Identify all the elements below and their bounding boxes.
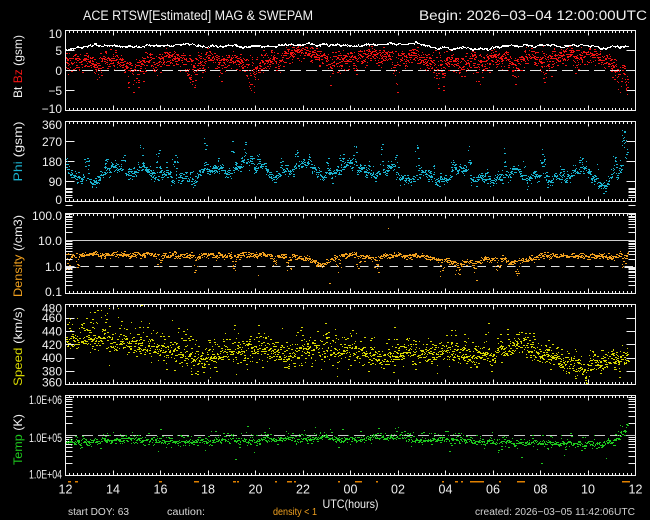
svg-text:start DOY: 63: start DOY: 63 xyxy=(68,507,129,518)
svg-text:1.0E+04: 1.0E+04 xyxy=(29,467,62,481)
svg-text:1.0: 1.0 xyxy=(45,260,62,274)
svg-text:caution:: caution: xyxy=(167,507,205,518)
svg-text:12: 12 xyxy=(629,483,643,497)
svg-text:02: 02 xyxy=(391,483,405,497)
svg-text:5: 5 xyxy=(55,44,62,58)
svg-text:20: 20 xyxy=(249,483,263,497)
svg-text:1.0E+06: 1.0E+06 xyxy=(29,393,62,407)
svg-text:04: 04 xyxy=(439,483,453,497)
svg-text:460: 460 xyxy=(42,311,62,325)
svg-text:18: 18 xyxy=(201,483,215,497)
svg-text:−5: −5 xyxy=(48,84,62,98)
svg-text:08: 08 xyxy=(534,483,548,497)
svg-text:380: 380 xyxy=(42,364,62,378)
svg-text:Speed (km/s): Speed (km/s) xyxy=(11,307,25,386)
svg-text:360: 360 xyxy=(42,118,62,132)
svg-text:440: 440 xyxy=(42,324,62,338)
svg-text:180: 180 xyxy=(42,155,62,169)
svg-text:Begin: 2026−03−04 12:00:00UTC: Begin: 2026−03−04 12:00:00UTC xyxy=(419,8,647,23)
svg-text:22: 22 xyxy=(296,483,310,497)
svg-text:density < 1: density < 1 xyxy=(273,507,317,518)
svg-text:10: 10 xyxy=(581,483,595,497)
svg-text:100.0: 100.0 xyxy=(32,209,62,223)
svg-text:Temp (K): Temp (K) xyxy=(11,414,25,465)
svg-text:90: 90 xyxy=(49,175,63,189)
svg-text:480: 480 xyxy=(42,301,62,315)
svg-text:0: 0 xyxy=(55,64,62,78)
svg-text:00: 00 xyxy=(344,483,358,497)
svg-text:10.0: 10.0 xyxy=(38,234,62,248)
svg-text:Bt Bz (gsm): Bt Bz (gsm) xyxy=(11,35,25,98)
svg-text:created: 2026−03−05 11:42:06UT: created: 2026−03−05 11:42:06UTC xyxy=(475,507,635,518)
svg-text:1.0E+05: 1.0E+05 xyxy=(29,431,62,445)
svg-text:16: 16 xyxy=(154,483,168,497)
svg-text:10: 10 xyxy=(49,27,63,41)
svg-text:14: 14 xyxy=(106,483,120,497)
svg-text:UTC(hours): UTC(hours) xyxy=(323,497,379,511)
svg-text:420: 420 xyxy=(42,338,62,352)
svg-text:ACE RTSW[Estimated] MAG & SWEP: ACE RTSW[Estimated] MAG & SWEPAM xyxy=(83,8,313,23)
svg-text:−10: −10 xyxy=(42,102,63,116)
svg-text:Density (/cm3): Density (/cm3) xyxy=(11,215,25,297)
svg-text:Phi (gsm): Phi (gsm) xyxy=(11,122,25,182)
svg-text:0: 0 xyxy=(55,193,62,207)
svg-text:06: 06 xyxy=(486,483,500,497)
svg-text:270: 270 xyxy=(42,135,62,149)
svg-text:0.1: 0.1 xyxy=(45,285,62,299)
svg-text:400: 400 xyxy=(42,351,62,365)
svg-text:360: 360 xyxy=(42,375,62,389)
svg-text:12: 12 xyxy=(59,483,73,497)
